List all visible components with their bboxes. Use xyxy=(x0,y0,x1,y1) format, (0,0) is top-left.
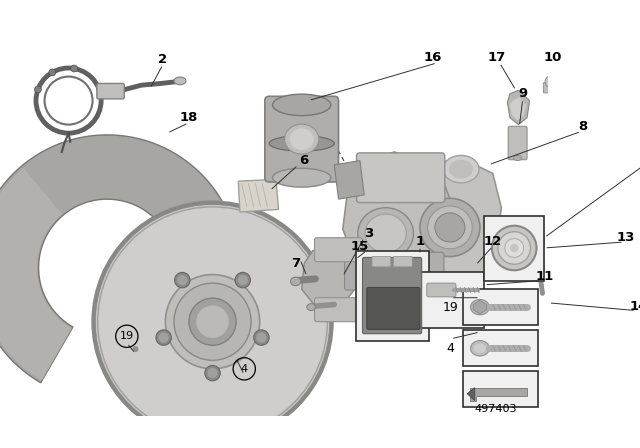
Ellipse shape xyxy=(498,232,531,264)
Ellipse shape xyxy=(437,280,463,298)
Text: 9: 9 xyxy=(518,87,527,100)
Circle shape xyxy=(545,76,557,88)
FancyBboxPatch shape xyxy=(508,126,527,160)
Ellipse shape xyxy=(174,283,251,360)
Ellipse shape xyxy=(505,239,524,258)
Text: 8: 8 xyxy=(578,120,588,133)
Polygon shape xyxy=(334,160,364,199)
Ellipse shape xyxy=(269,136,334,151)
Circle shape xyxy=(253,330,269,345)
Polygon shape xyxy=(0,168,72,380)
Circle shape xyxy=(235,272,250,288)
FancyBboxPatch shape xyxy=(394,257,412,267)
Text: 18: 18 xyxy=(179,111,198,124)
Ellipse shape xyxy=(285,124,319,154)
Bar xyxy=(463,330,538,366)
Text: 17: 17 xyxy=(488,51,506,64)
FancyBboxPatch shape xyxy=(314,298,362,322)
Circle shape xyxy=(237,275,248,285)
Polygon shape xyxy=(124,345,167,396)
Text: 497403: 497403 xyxy=(474,404,516,414)
Ellipse shape xyxy=(492,226,536,270)
Circle shape xyxy=(49,69,56,76)
Text: 4: 4 xyxy=(447,342,455,355)
Polygon shape xyxy=(473,300,487,314)
Text: 12: 12 xyxy=(484,236,502,249)
Text: 19: 19 xyxy=(120,331,134,341)
Ellipse shape xyxy=(196,306,229,338)
Bar xyxy=(420,272,484,327)
Text: 3: 3 xyxy=(364,227,373,240)
Polygon shape xyxy=(401,159,501,302)
Ellipse shape xyxy=(189,298,236,345)
Ellipse shape xyxy=(513,155,522,160)
Polygon shape xyxy=(467,388,475,401)
Text: 2: 2 xyxy=(158,53,168,66)
Ellipse shape xyxy=(449,160,473,179)
Polygon shape xyxy=(238,180,278,212)
Polygon shape xyxy=(510,97,526,121)
Ellipse shape xyxy=(94,203,331,440)
Text: 6: 6 xyxy=(300,154,309,167)
Ellipse shape xyxy=(290,129,314,150)
Circle shape xyxy=(175,272,190,288)
Ellipse shape xyxy=(428,206,472,249)
FancyBboxPatch shape xyxy=(372,257,391,267)
Ellipse shape xyxy=(174,77,186,85)
FancyBboxPatch shape xyxy=(356,153,445,202)
Ellipse shape xyxy=(510,244,518,252)
Ellipse shape xyxy=(474,344,486,353)
Bar xyxy=(356,250,429,340)
FancyBboxPatch shape xyxy=(265,96,339,182)
FancyBboxPatch shape xyxy=(367,288,420,329)
Ellipse shape xyxy=(98,207,328,436)
FancyBboxPatch shape xyxy=(314,238,362,262)
Text: 10: 10 xyxy=(543,51,562,64)
Ellipse shape xyxy=(291,277,301,286)
Circle shape xyxy=(207,368,218,378)
Ellipse shape xyxy=(470,340,490,356)
Bar xyxy=(484,216,544,280)
Ellipse shape xyxy=(273,168,331,187)
Text: 11: 11 xyxy=(535,270,554,283)
FancyBboxPatch shape xyxy=(344,252,444,290)
Circle shape xyxy=(205,366,220,381)
Circle shape xyxy=(156,330,172,345)
Ellipse shape xyxy=(420,198,480,257)
FancyBboxPatch shape xyxy=(362,258,422,334)
FancyBboxPatch shape xyxy=(97,83,124,99)
Circle shape xyxy=(177,275,188,285)
Ellipse shape xyxy=(358,208,413,259)
Ellipse shape xyxy=(273,94,331,116)
Polygon shape xyxy=(0,135,240,383)
Circle shape xyxy=(71,65,77,72)
Ellipse shape xyxy=(165,275,260,369)
Text: 13: 13 xyxy=(616,231,635,244)
Ellipse shape xyxy=(443,155,479,183)
Text: 4: 4 xyxy=(241,364,248,374)
FancyBboxPatch shape xyxy=(427,283,456,297)
Polygon shape xyxy=(470,388,527,401)
Ellipse shape xyxy=(307,304,316,310)
Polygon shape xyxy=(301,245,360,306)
Ellipse shape xyxy=(365,214,406,253)
Text: 16: 16 xyxy=(424,51,442,64)
Circle shape xyxy=(159,332,169,343)
Text: 7: 7 xyxy=(291,257,300,270)
Bar xyxy=(463,289,538,325)
Bar xyxy=(463,371,538,407)
Circle shape xyxy=(131,344,141,354)
Text: 19: 19 xyxy=(443,301,459,314)
Circle shape xyxy=(256,332,267,343)
Circle shape xyxy=(35,86,42,93)
Ellipse shape xyxy=(470,299,490,315)
FancyBboxPatch shape xyxy=(543,82,559,93)
Circle shape xyxy=(132,346,138,352)
Text: 15: 15 xyxy=(351,240,369,253)
Polygon shape xyxy=(343,152,450,280)
Text: 1: 1 xyxy=(415,236,424,249)
Text: 14: 14 xyxy=(629,300,640,313)
Ellipse shape xyxy=(435,213,465,242)
Polygon shape xyxy=(508,90,530,125)
